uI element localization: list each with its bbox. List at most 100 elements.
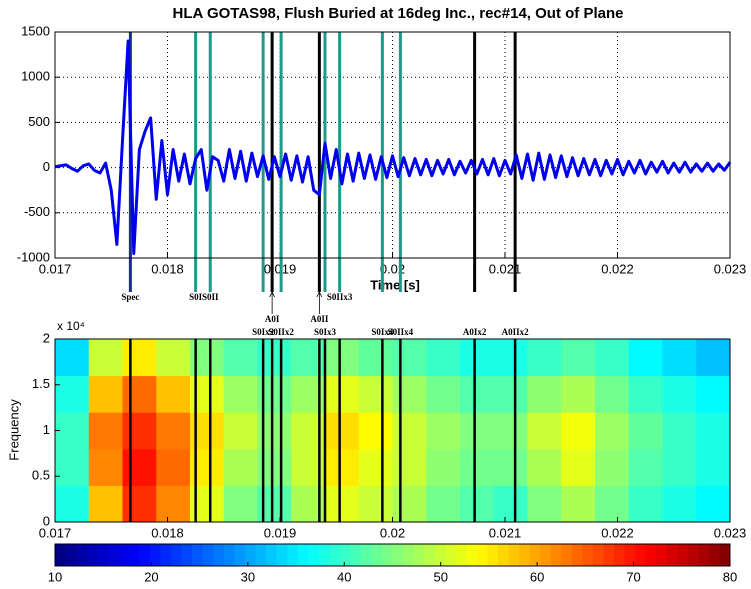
- heat-cell: [122, 448, 157, 486]
- colorbar-swatch: [698, 544, 710, 566]
- heat-cell: [561, 412, 596, 450]
- colorbar-swatch: [287, 544, 299, 566]
- colorbar-swatch: [540, 544, 552, 566]
- x-tick-label: 0.017: [39, 525, 72, 540]
- heat-cell: [358, 412, 393, 450]
- x-tick-label: 0.02: [380, 261, 405, 276]
- colorbar-swatch: [213, 544, 225, 566]
- colorbar-swatch: [202, 544, 214, 566]
- heat-cell: [358, 339, 393, 377]
- colorbar-swatch: [350, 544, 362, 566]
- colorbar-swatch: [719, 544, 731, 566]
- y-tick-label: 0: [43, 159, 50, 174]
- marker-label: Spec: [121, 292, 139, 302]
- colorbar-tick-label: 70: [626, 569, 640, 584]
- heat-cell: [156, 375, 191, 413]
- colorbar-tick-label: 10: [48, 569, 62, 584]
- x-axis-label: Time [s]: [370, 277, 420, 292]
- heat-cell: [325, 448, 360, 486]
- y-tick-label: 1500: [21, 23, 50, 38]
- heat-cell: [561, 448, 596, 486]
- heat-cell: [122, 339, 157, 377]
- colorbar-swatch: [434, 544, 446, 566]
- heat-cell: [122, 412, 157, 450]
- y-tick-label: 1000: [21, 69, 50, 84]
- axes-box: [54, 31, 731, 259]
- y-tick-label: 0: [43, 513, 50, 528]
- colorbar-swatch: [308, 544, 320, 566]
- colorbar-swatch: [297, 544, 309, 566]
- colorbar-swatch: [234, 544, 246, 566]
- colorbar-tick-label: 40: [337, 569, 351, 584]
- heat-cell: [55, 448, 90, 486]
- heat-cell: [595, 485, 630, 523]
- heat-cell: [696, 339, 731, 377]
- colorbar-swatch: [97, 544, 109, 566]
- x-tick-label: 0.02: [380, 525, 405, 540]
- colorbar-swatch: [86, 544, 98, 566]
- colorbar-swatch: [65, 544, 77, 566]
- heat-cell: [460, 485, 495, 523]
- heat-cell: [122, 375, 157, 413]
- heat-cell: [696, 485, 731, 523]
- heat-cell: [527, 412, 562, 450]
- heat-cell: [628, 339, 663, 377]
- marker-label: S0Ix3: [314, 327, 337, 337]
- colorbar-swatch: [466, 544, 478, 566]
- colorbar-swatch: [244, 544, 256, 566]
- heat-cell: [392, 339, 427, 377]
- marker-arrow: [316, 291, 323, 314]
- heat-cell: [696, 448, 731, 486]
- heat-cell: [88, 448, 123, 486]
- y-tick-label: 500: [28, 114, 50, 129]
- x-tick-label: 0.017: [39, 261, 72, 276]
- colorbar-swatch: [624, 544, 636, 566]
- heat-cell: [561, 339, 596, 377]
- heat-cell: [426, 485, 461, 523]
- heat-cell: [223, 375, 258, 413]
- x-tick-label: 0.023: [714, 261, 747, 276]
- heat-cell: [595, 375, 630, 413]
- series-line: [54, 39, 732, 255]
- marker-arrow: [269, 291, 275, 314]
- marker-label: S0Ix2: [252, 327, 275, 337]
- colorbar-swatch: [265, 544, 277, 566]
- heat-cell: [527, 339, 562, 377]
- heat-cell: [662, 375, 697, 413]
- colorbar-swatch: [497, 544, 510, 566]
- heat-cell: [392, 375, 427, 413]
- marker-label: S0II: [202, 292, 219, 302]
- y-tick-label: 1.5: [32, 376, 50, 391]
- heat-cell: [426, 448, 461, 486]
- heat-cell: [662, 448, 697, 486]
- colorbar-swatch: [476, 544, 488, 566]
- x-tick-label: 0.021: [489, 525, 522, 540]
- heat-cell: [662, 485, 697, 523]
- colorbar-swatch: [329, 544, 341, 566]
- heat-cell: [325, 412, 360, 450]
- heat-cell: [493, 412, 528, 450]
- heat-cell: [460, 339, 495, 377]
- colorbar-swatch: [561, 544, 573, 566]
- heat-cell: [561, 485, 596, 523]
- heat-cell: [223, 339, 258, 377]
- axes-box: [54, 338, 731, 523]
- marker-label: A0II: [310, 314, 329, 324]
- colorbar-swatch: [128, 544, 140, 566]
- marker-label: S0IIx4: [388, 327, 414, 337]
- colorbar-swatch: [508, 544, 520, 566]
- colorbar-tick-label: 50: [433, 569, 447, 584]
- heat-cell: [628, 375, 663, 413]
- x-tick-label: 0.019: [264, 525, 297, 540]
- colorbar-swatch: [276, 544, 288, 566]
- heat-cell: [325, 339, 360, 377]
- x-tick-label: 0.023: [714, 525, 747, 540]
- heat-cell: [55, 375, 90, 413]
- colorbar-box: [54, 543, 731, 567]
- marker-label: S0IIx3: [327, 292, 353, 302]
- heat-cell: [460, 375, 495, 413]
- heat-cell: [223, 448, 258, 486]
- marker-label: A0IIx2: [502, 327, 530, 337]
- heat-cell: [156, 448, 191, 486]
- heat-cell: [493, 375, 528, 413]
